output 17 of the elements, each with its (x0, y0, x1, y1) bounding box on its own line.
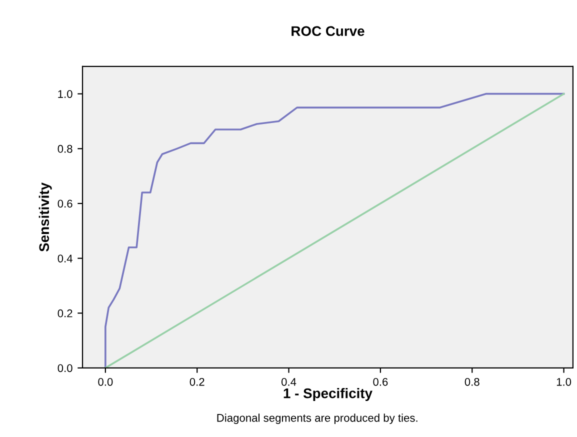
x-tick-label: 0.6 (373, 378, 388, 386)
x-tick-label: 0.4 (281, 378, 296, 386)
y-tick-label: 0.0 (58, 364, 72, 372)
x-axis-title: 1 - Specificity (284, 388, 372, 401)
line-series (104, 92, 565, 368)
y-tick-label: 0.6 (58, 200, 72, 208)
x-tick-label: 0.0 (98, 378, 113, 386)
y-tick-label: 1.0 (58, 90, 72, 98)
y-tick-label: 0.4 (58, 254, 72, 262)
y-tick-label: 0.2 (58, 309, 72, 318)
x-tick-label: 0.8 (464, 378, 480, 386)
chart-title: ROC Curve (292, 26, 364, 36)
x-tick-label: 0.2 (190, 378, 204, 386)
text: Diagonal segments are produced by ties. (217, 414, 418, 424)
x-tick-label: 1.0 (556, 378, 572, 386)
y-axis-title: Sensitivity (38, 182, 52, 252)
y-tick-label: 0.8 (58, 144, 72, 153)
